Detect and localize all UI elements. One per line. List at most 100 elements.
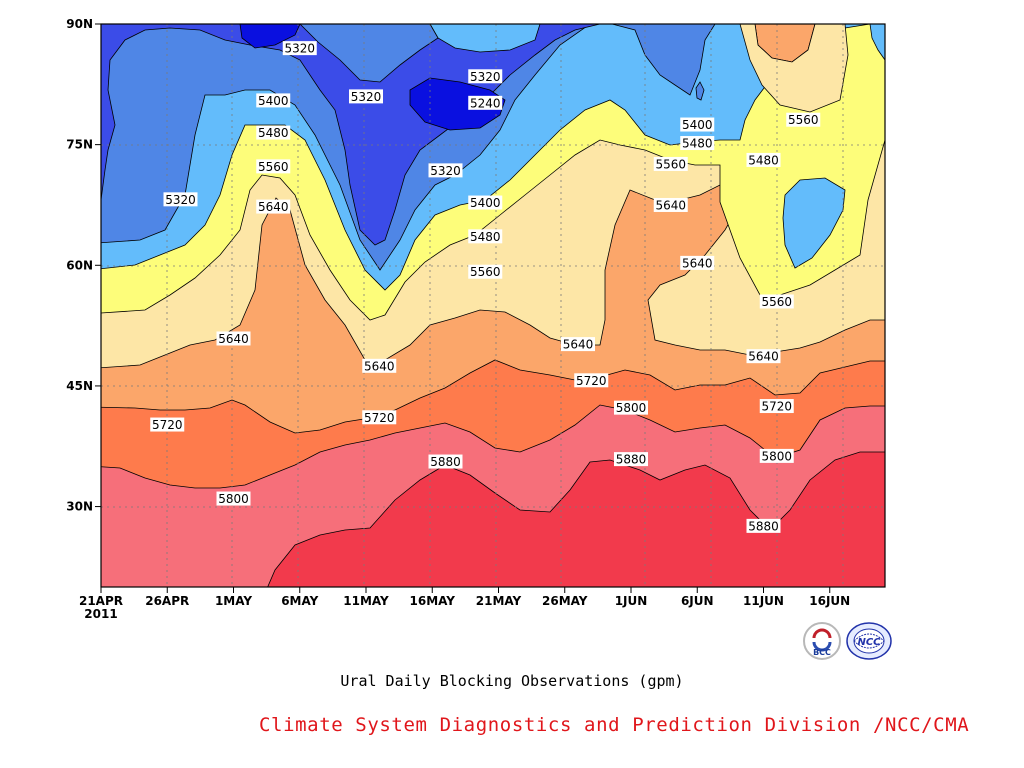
plot-frame [100, 23, 886, 588]
contour-label-bg [216, 331, 251, 346]
contour-label: 5400 [470, 196, 501, 210]
x-axis: 21APR 26APR 1MAY 6MAY 11MAY 16MAY 21MAY 26MAY 1J… [79, 587, 850, 621]
y-tick-label: 60N [66, 258, 93, 272]
contour-label: 5320 [470, 70, 501, 84]
band-5400-5480-east [869, 24, 885, 61]
contour-label: 5800 [616, 401, 647, 415]
band-5560-5640-north [739, 24, 849, 113]
contour-label: 5640 [218, 332, 249, 346]
contour-label: 5560 [470, 265, 501, 279]
contour-label-bg [468, 69, 503, 84]
y-tick-label: 90N [66, 17, 93, 31]
contour-label-bg [150, 417, 185, 432]
contour-label-bg [428, 163, 463, 178]
contour-label-bg [680, 255, 715, 270]
contour-label-bg [163, 192, 198, 207]
contour-fills [101, 24, 885, 587]
band-5320-5400-dot [695, 81, 705, 101]
contour-label-bg [561, 337, 595, 352]
contour-labels: 5320 5320 5320 5240 5400 5480 5560 5640 5320 5320… [150, 41, 821, 533]
x-year-label: 2011 [84, 607, 117, 621]
y-tick-label: 45N [66, 379, 93, 393]
contour-label-bg [349, 89, 383, 104]
contour-label: 5640 [682, 256, 713, 270]
contour-label: 5560 [788, 113, 819, 127]
contour-label: 5720 [576, 374, 607, 388]
contour-label-bg [759, 399, 794, 414]
chart-title: Ural Daily Blocking Observations (gpm) [340, 672, 684, 690]
contour-label-bg [256, 199, 291, 214]
ncc-logo-text: NCC [857, 637, 881, 648]
y-axis: 30N 45N 60N 75N 90N [66, 17, 101, 514]
contour-label: 5240 [470, 96, 501, 110]
contour-label: 5640 [655, 198, 686, 212]
contour-label-bg [653, 197, 688, 212]
contour-label-bg [256, 159, 291, 174]
contour-label-bg [428, 454, 463, 469]
x-tick-label: 16MAY [410, 594, 456, 608]
contour-label: 5880 [430, 455, 461, 469]
contour-label: 5880 [748, 519, 779, 533]
contour-label: 5800 [761, 449, 792, 463]
x-tick-label: 21APR [79, 594, 123, 608]
contour-label-bg [759, 294, 794, 309]
contour-label: 5320 [430, 164, 461, 178]
x-tick-label: 11MAY [343, 594, 389, 608]
x-tick-label: 6JUN [681, 594, 714, 608]
contour-chart: 5320 5320 5320 5240 5400 5480 5560 5640 5320 5320… [66, 17, 886, 621]
contour-label-bg [468, 95, 503, 110]
ncc-logo: NCC [846, 622, 892, 660]
contour-label: 5320 [351, 90, 382, 104]
contour-label-bg [786, 112, 821, 127]
contour-label-bg [746, 518, 781, 533]
contour-label: 5560 [258, 160, 289, 174]
band-5400-5480-north [429, 24, 541, 53]
contour-label: 5480 [748, 153, 779, 167]
contour-label: 5720 [152, 418, 183, 432]
contour-label-bg [468, 264, 503, 279]
contour-label: 5560 [655, 157, 686, 171]
x-tick-label: 16JUN [809, 594, 850, 608]
y-tick-label: 30N [66, 500, 93, 514]
contour-label: 5720 [761, 400, 792, 414]
contour-label-bg [362, 358, 397, 373]
band-5400-5480-cell [782, 177, 846, 269]
bcc-logo: BCC [803, 622, 841, 660]
contour-label-bg [256, 125, 291, 140]
contour-label: 5480 [258, 126, 289, 140]
contour-label-bg [746, 349, 781, 364]
band-5240-low [409, 77, 506, 131]
contour-label: 5720 [364, 411, 395, 425]
x-tick-label: 11JUN [743, 594, 784, 608]
contour-label: 5880 [616, 453, 647, 467]
contour-label-bg [468, 229, 503, 244]
contour-label-bg [216, 491, 251, 506]
band-5240-low-north [239, 24, 301, 49]
contour-label-bg [746, 152, 781, 167]
contour-label-bg [362, 410, 397, 425]
x-tick-label: 1MAY [215, 594, 252, 608]
contour-label: 5640 [364, 359, 395, 373]
contour-label-bg [759, 448, 794, 463]
x-tick-label: 26MAY [542, 594, 588, 608]
contour-label-bg [282, 41, 317, 56]
x-tick-label: 26APR [145, 594, 189, 608]
contour-label-bg [468, 195, 503, 210]
contour-label-bg [680, 136, 715, 151]
contour-label: 5800 [218, 492, 249, 506]
contour-label: 5640 [748, 350, 779, 364]
band-5240-5320 [101, 24, 885, 246]
band-5320-5400-nw [299, 24, 439, 83]
contour-label: 5400 [682, 118, 713, 132]
contour-label: 5480 [470, 230, 501, 244]
credit-line: Climate System Diagnostics and Predictio… [259, 714, 970, 736]
x-tick-label: 1JUN [615, 594, 648, 608]
x-tick-label: 21MAY [476, 594, 522, 608]
x-tick-label: 6MAY [281, 594, 318, 608]
contour-label-bg [680, 117, 715, 132]
contour-label: 5400 [258, 94, 289, 108]
y-tick-label: 75N [66, 138, 93, 152]
bcc-logo-text: BCC [813, 648, 831, 657]
contour-label: 5320 [284, 42, 315, 56]
contour-label: 5320 [165, 193, 196, 207]
